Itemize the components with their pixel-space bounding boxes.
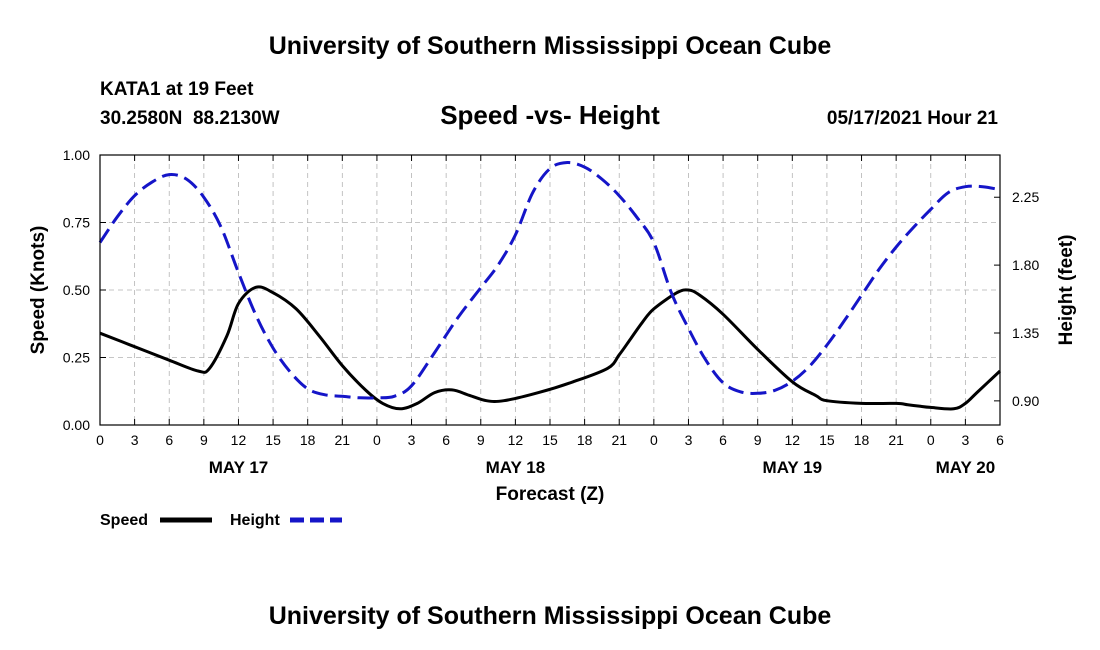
speed-series-line bbox=[99, 285, 1002, 411]
x-tick-label: 12 bbox=[231, 432, 247, 448]
x-tick-label: 0 bbox=[373, 432, 381, 448]
x-tick-label: 6 bbox=[442, 432, 450, 448]
coordinates-label: 30.2580N 88.2130W bbox=[100, 108, 280, 129]
x-tick-label: 9 bbox=[477, 432, 485, 448]
y-left-tick-label: 0.75 bbox=[63, 215, 90, 231]
y-left-tick-label: 0.00 bbox=[63, 417, 90, 433]
x-tick-label: 15 bbox=[265, 432, 281, 448]
x-tick-label: 21 bbox=[888, 432, 904, 448]
legend: Speed Height bbox=[100, 512, 342, 529]
date-label: MAY 19 bbox=[763, 458, 823, 477]
x-tick-label: 3 bbox=[685, 432, 693, 448]
series-layer bbox=[98, 160, 1002, 411]
station-label: KATA1 at 19 Feet bbox=[100, 79, 254, 100]
x-tick-label: 18 bbox=[854, 432, 870, 448]
x-tick-label: 15 bbox=[819, 432, 835, 448]
x-tick-label: 21 bbox=[335, 432, 351, 448]
date-label: MAY 20 bbox=[936, 458, 996, 477]
date-label: MAY 17 bbox=[209, 458, 269, 477]
y-left-tick-label: 1.00 bbox=[63, 147, 90, 163]
x-tick-label: 3 bbox=[131, 432, 139, 448]
y-right-tick-label: 1.35 bbox=[1012, 325, 1039, 341]
x-tick-label: 3 bbox=[961, 432, 969, 448]
x-tick-label: 15 bbox=[542, 432, 558, 448]
bottom-title: University of Southern Mississippi Ocean… bbox=[269, 602, 832, 630]
axis-ticks bbox=[99, 154, 1001, 426]
tick-labels: 0 3 6 9 12 15 18 21 0 3 6 9 12 15 18 21 0 3 6 9 12 15 18 21 0 3 6M… bbox=[63, 147, 1040, 477]
x-tick-label: 0 bbox=[96, 432, 104, 448]
y-axis-left-label: Speed (Knots) bbox=[28, 226, 49, 355]
date-label: MAY 18 bbox=[486, 458, 546, 477]
y-axis-right-label: Height (feet) bbox=[1056, 235, 1077, 346]
legend-speed-label: Speed bbox=[100, 512, 148, 529]
x-tick-label: 9 bbox=[200, 432, 208, 448]
height-series-line bbox=[98, 160, 1001, 400]
chart-title: Speed -vs- Height bbox=[440, 100, 660, 130]
y-left-tick-label: 0.25 bbox=[63, 350, 90, 366]
grid-lines bbox=[100, 155, 1000, 425]
x-tick-label: 6 bbox=[996, 432, 1004, 448]
y-right-tick-label: 1.80 bbox=[1012, 257, 1039, 273]
x-tick-label: 21 bbox=[611, 432, 627, 448]
x-tick-label: 18 bbox=[300, 432, 316, 448]
x-tick-label: 12 bbox=[785, 432, 801, 448]
x-tick-label: 0 bbox=[927, 432, 935, 448]
top-title: University of Southern Mississippi Ocean… bbox=[269, 32, 832, 60]
timestamp-label: 05/17/2021 Hour 21 bbox=[827, 108, 999, 129]
x-tick-label: 6 bbox=[719, 432, 727, 448]
x-tick-label: 9 bbox=[754, 432, 762, 448]
x-tick-label: 3 bbox=[408, 432, 416, 448]
x-axis-label: Forecast (Z) bbox=[496, 484, 605, 505]
y-right-tick-label: 2.25 bbox=[1012, 189, 1039, 205]
x-tick-label: 18 bbox=[577, 432, 593, 448]
x-tick-label: 12 bbox=[508, 432, 524, 448]
x-tick-label: 6 bbox=[165, 432, 173, 448]
y-left-tick-label: 0.50 bbox=[63, 282, 90, 298]
x-tick-label: 0 bbox=[650, 432, 658, 448]
legend-height-label: Height bbox=[230, 512, 280, 529]
y-right-tick-label: 0.90 bbox=[1012, 393, 1039, 409]
